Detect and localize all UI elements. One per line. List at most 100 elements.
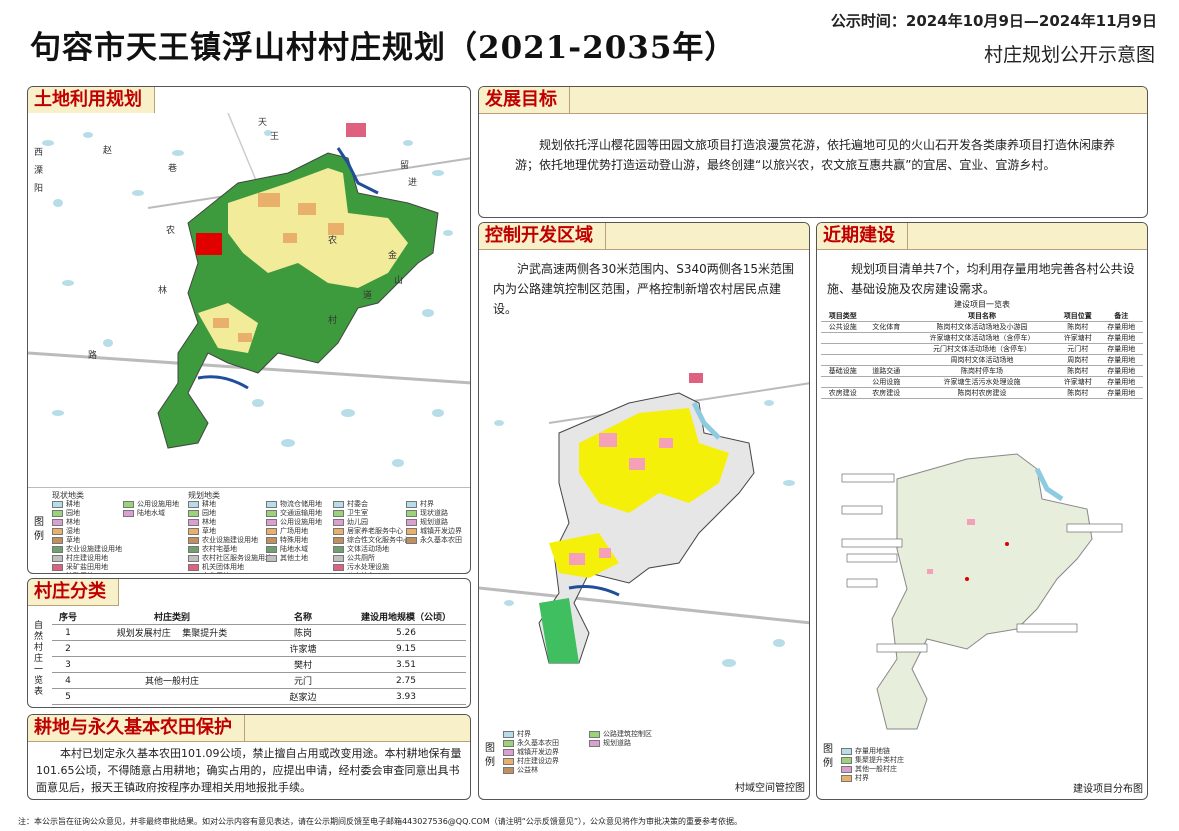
table-cell: 陈岗村文体活动场地及小游园	[907, 321, 1057, 333]
legend-line-swatch	[406, 527, 417, 535]
legend-line-swatch	[406, 536, 417, 544]
table-cell: 许家塘村文体活动场地（含停车）	[907, 332, 1057, 344]
legend-facility-item: 文体活动场地	[333, 545, 413, 554]
legend-facility-swatch	[333, 527, 344, 535]
legend-facility-label: 综合性文化服务中心	[347, 536, 410, 544]
legend-facility-swatch	[333, 518, 344, 526]
legend-line-label: 规划道路	[420, 518, 448, 526]
farmland-title: 耕地与永久基本农田保护	[28, 715, 245, 742]
legend-plan-swatch	[188, 572, 199, 573]
villages-side-label: 自然村庄一览表	[34, 621, 44, 697]
legend-plan-b-item: 陆地水域	[266, 545, 336, 554]
legend-current-swatch	[52, 518, 63, 526]
legend-facility-swatch	[333, 536, 344, 544]
legend-facility-label: 污水处理设施	[347, 563, 389, 571]
legend-facility-label: 公共厕所	[347, 554, 375, 562]
map-label-0: 西	[34, 147, 43, 158]
legend-facility-swatch	[333, 554, 344, 562]
footer-note: 注：本公示旨在征询公众意见，并非最终审批结果。如对公示内容有意见表达，请在公示期…	[18, 817, 743, 826]
map-label-6: 王	[270, 131, 279, 142]
control-title: 控制开发区域	[479, 223, 606, 250]
control-caption: 村域空间管控图	[735, 783, 805, 794]
villages-panel: 村庄分类 自然村庄一览表 序号 村庄类别 名称 建设用地规模（公顷） 1 规划发展…	[27, 578, 471, 708]
table-cell: 元门	[260, 672, 346, 689]
control-legend-label: 村庄建设边界	[517, 757, 559, 765]
recent-table-title: 建设项目一览表	[954, 300, 1010, 309]
control-legend-label: 城镇开发边界	[517, 748, 559, 756]
legend-plan-b-swatch	[266, 518, 277, 526]
legend-plan-label: 文化用地	[202, 572, 230, 573]
table-cell: 1	[52, 624, 84, 641]
legend-facility-item: 村委会	[333, 500, 413, 509]
table-cell: 4	[52, 672, 84, 689]
map-label-8: 进	[408, 177, 417, 188]
control-legend-b-label: 公路建筑控制区	[603, 730, 652, 738]
goals-panel: 发展目标 规划依托浮山樱花园等田园文旅项目打造浪漫赏花游，依托遍地可见的火山石开…	[478, 86, 1148, 218]
legend-facility-item: 污水处理设施	[333, 563, 413, 572]
table-cell: 陈岗村	[1056, 365, 1100, 377]
table-cell	[821, 343, 865, 355]
table-header: 项目名称	[907, 311, 1057, 322]
table-cell: 文化体育	[864, 321, 908, 333]
legend-plan-b-label: 特殊用地	[280, 536, 308, 544]
table-row: 5 赵家边 3.93	[52, 688, 466, 705]
legend-plan-b-swatch	[266, 536, 277, 544]
legend-current-b-item: 公用设施用地	[123, 500, 193, 509]
legend-current-b-label: 公用设施用地	[137, 500, 179, 508]
recent-legend-label: 集聚提升类村庄	[855, 756, 904, 764]
legend-plan-b-swatch	[266, 509, 277, 517]
table-row: 4 其他一般村庄 元门 2.75	[52, 672, 466, 689]
legend-facility-label: 卫生室	[347, 509, 368, 517]
legend-plan-item: 草地	[188, 527, 268, 536]
legend-plan-b-item: 其他土地	[266, 554, 336, 563]
control-legend-b-swatch	[589, 730, 600, 738]
villages-table: 序号 村庄类别 名称 建设用地规模（公顷） 1 规划发展村庄 集聚提升类 陈岗 5.2…	[52, 609, 466, 707]
table-row: 公共设施 文化体育 陈岗村文体活动场地及小游园 陈岗村 存量用地	[821, 321, 1143, 333]
goals-text: 规划依托浮山樱花园等田园文旅项目打造浪漫赏花游，依托遍地可见的火山石开发各类康养…	[515, 138, 1116, 172]
map-label-7: 留	[400, 159, 409, 171]
legend-plan-b-label: 陆地水域	[280, 545, 308, 553]
control-legend-b-label: 规划道路	[603, 739, 631, 747]
subcategory-cell: 集聚提升类	[182, 629, 228, 639]
legend-current-label: 园地	[66, 509, 80, 517]
legend-current-label: 农业设施建设用地	[66, 545, 122, 553]
table-row: 1 规划发展村庄 集聚提升类 陈岗 5.26	[52, 624, 466, 641]
legend-plan-label: 农村宅基地	[202, 545, 237, 553]
table-header: 项目类型	[821, 311, 865, 322]
legend-facility-swatch	[333, 572, 344, 573]
table-cell: 许家塘生活污水处理设施	[907, 376, 1057, 388]
legend-plan-label: 农村社区服务设施用地	[202, 554, 272, 562]
legend-facility-item: 卫生室	[333, 509, 413, 518]
table-cell: 6	[52, 704, 84, 707]
legend-current-swatch	[52, 554, 63, 562]
table-cell: 周岗村文体活动场地	[907, 354, 1057, 366]
legend-current-swatch	[52, 536, 63, 544]
table-cell	[821, 332, 865, 344]
land-use-panel: 土地利用规划 西	[27, 86, 471, 574]
table-cell	[864, 354, 908, 366]
legend-current-item: 林地	[52, 518, 142, 527]
notice-period: 公示时间：2024年10月9日—2024年11月9日	[830, 12, 1157, 30]
table-cell: 存量用地	[1099, 354, 1143, 366]
table-cell: 许家塘村	[1056, 332, 1100, 344]
legend-plan-b-label: 其他土地	[280, 554, 308, 562]
legend-line-item: 城镇开发边界	[406, 527, 470, 536]
table-cell: 道路交通	[864, 365, 908, 377]
legend-plan-b-item: 公用设施用地	[266, 518, 336, 527]
legend-facility-label: 公交站台	[347, 572, 375, 573]
vt-h2: 名称	[260, 609, 346, 625]
table-cell: 3.93	[346, 688, 466, 705]
legend-plan-b-label: 广场用地	[280, 527, 308, 535]
table-cell: 3.41	[346, 704, 466, 707]
table-cell: 5.26	[346, 624, 466, 641]
legend-facility-swatch	[333, 545, 344, 553]
table-cell: 樊村	[260, 656, 346, 673]
legend-plan-b-item: 特殊用地	[266, 536, 336, 545]
map-label-10: 山	[394, 275, 403, 286]
table-cell: 2	[52, 640, 84, 657]
table-cell: 存量用地	[1099, 332, 1143, 344]
legend-line-swatch	[406, 500, 417, 508]
table-row: 公用设施 许家塘生活污水处理设施 许家塘村 存量用地	[821, 376, 1143, 388]
map-label-13: 村	[328, 314, 337, 326]
legend-current-label: 草地	[66, 536, 80, 544]
